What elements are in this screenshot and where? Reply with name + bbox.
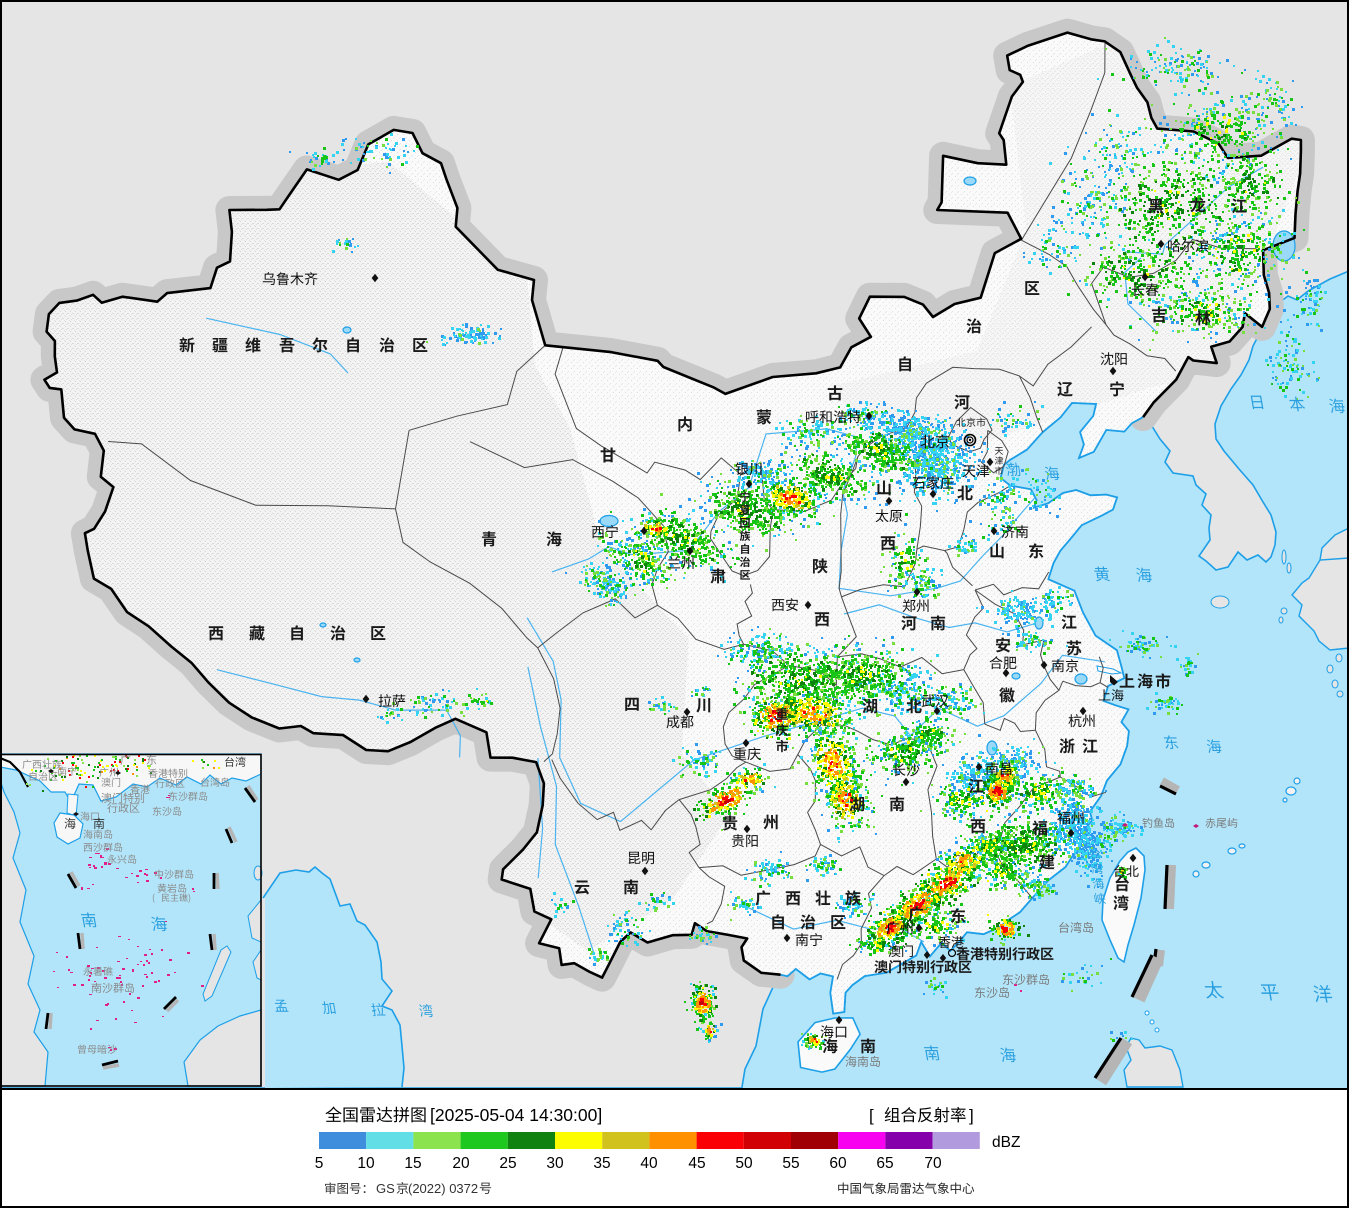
svg-text:15: 15	[404, 1155, 421, 1172]
svg-text:[2025-05-04 14:30:00]: [2025-05-04 14:30:00]	[430, 1105, 602, 1125]
svg-text:dBZ: dBZ	[992, 1134, 1020, 1151]
svg-text:25: 25	[499, 1155, 516, 1172]
svg-text:GS: GS	[376, 1181, 395, 1196]
svg-text:45: 45	[688, 1155, 705, 1172]
svg-text:55: 55	[782, 1155, 799, 1172]
svg-text:65: 65	[876, 1155, 893, 1172]
svg-text:60: 60	[829, 1155, 847, 1172]
svg-text:5: 5	[315, 1155, 324, 1172]
svg-text:20: 20	[452, 1155, 470, 1172]
svg-text:70: 70	[924, 1155, 942, 1172]
svg-text:[: [	[869, 1106, 874, 1125]
svg-text:35: 35	[593, 1155, 610, 1172]
svg-text:50: 50	[735, 1155, 753, 1172]
svg-text:40: 40	[640, 1155, 658, 1172]
svg-text:30: 30	[546, 1155, 564, 1172]
svg-text:10: 10	[357, 1155, 375, 1172]
svg-text:(2022) 0372: (2022) 0372	[408, 1181, 478, 1196]
svg-text:]: ]	[969, 1106, 974, 1125]
